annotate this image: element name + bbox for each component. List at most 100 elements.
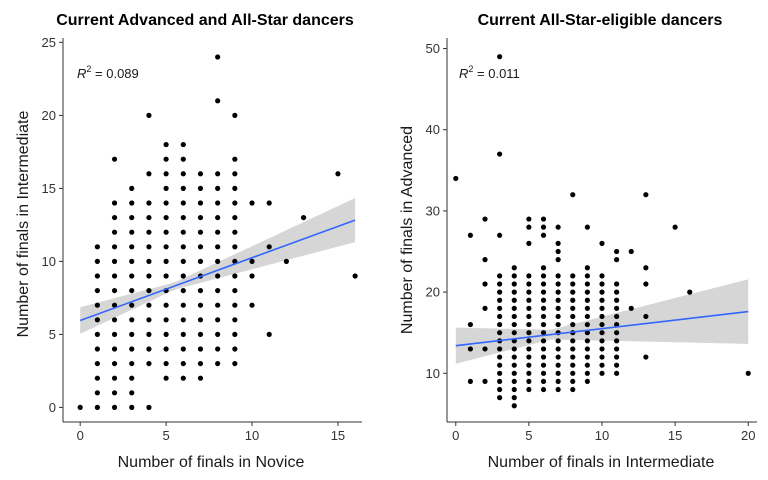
data-point [111, 331, 118, 337]
data-point [540, 305, 547, 311]
data-point [111, 390, 118, 396]
data-point [540, 313, 547, 320]
data-point [163, 229, 169, 235]
data-point [94, 331, 100, 337]
data-point [614, 362, 620, 368]
data-point [497, 289, 503, 295]
data-point [497, 273, 503, 279]
y-tick-label: 25 [42, 35, 56, 50]
data-point [180, 156, 186, 162]
data-point [497, 378, 503, 385]
data-point [146, 214, 152, 221]
data-point [526, 313, 532, 320]
data-point [215, 360, 221, 367]
data-point [526, 370, 532, 376]
data-point [180, 229, 186, 235]
data-point [249, 302, 255, 308]
data-point [482, 346, 488, 352]
data-point [584, 346, 590, 352]
data-point [163, 141, 169, 148]
data-point [614, 354, 620, 360]
data-point [614, 248, 620, 255]
data-point [555, 281, 561, 287]
data-point [146, 171, 152, 177]
data-point [94, 346, 100, 352]
data-point [232, 346, 238, 352]
data-point [540, 338, 547, 344]
data-point [584, 265, 590, 271]
data-point [555, 297, 561, 303]
data-point [94, 390, 100, 396]
data-point [511, 273, 517, 279]
data-point [232, 185, 238, 191]
data-point [482, 305, 488, 311]
data-point [482, 257, 488, 263]
data-point [570, 370, 576, 376]
data-point [215, 317, 221, 323]
data-point [180, 273, 186, 279]
y-tick-label: 5 [49, 327, 56, 342]
data-point [570, 281, 576, 287]
plot-area: 0 5 10 15 0 5 10 15 20 25 R2 = 0.089 [42, 35, 362, 443]
data-point [180, 360, 186, 367]
data-point [232, 287, 238, 294]
data-point [614, 370, 620, 376]
data-point [570, 338, 576, 344]
x-tick-label: 0 [77, 428, 84, 443]
data-point [197, 287, 204, 294]
data-point [555, 240, 561, 246]
data-point [146, 112, 152, 118]
data-point [129, 302, 135, 308]
data-point [555, 321, 561, 328]
data-point [215, 302, 221, 308]
data-point [511, 403, 517, 409]
regression-line [455, 310, 749, 347]
data-point [129, 287, 135, 294]
data-point [111, 404, 118, 410]
data-point [540, 273, 547, 279]
data-point [111, 375, 118, 381]
data-point [180, 200, 186, 206]
data-point [511, 395, 517, 401]
data-point [570, 321, 576, 328]
data-point [511, 386, 517, 393]
data-point [111, 360, 118, 367]
data-point [197, 185, 204, 191]
data-point [570, 378, 576, 385]
data-point [526, 378, 532, 385]
data-point [232, 171, 238, 177]
data-point [555, 354, 561, 360]
data-point [146, 317, 152, 323]
data-point [232, 214, 238, 221]
data-point [526, 305, 532, 311]
data-point [129, 258, 135, 264]
data-point [599, 338, 605, 344]
data-point [94, 317, 100, 323]
data-point [111, 273, 118, 279]
chart-title: Current Advanced and All-Star dancers [56, 12, 354, 29]
data-point [526, 386, 532, 393]
data-point [570, 297, 576, 303]
data-point [215, 331, 221, 337]
data-point [163, 185, 169, 191]
data-point [540, 289, 547, 295]
plot-area: 0 5 10 15 20 10 20 30 40 50 R2 = 0.011 [426, 38, 757, 443]
data-point [163, 214, 169, 221]
data-point [526, 273, 532, 279]
data-point [197, 229, 204, 235]
data-point [570, 192, 576, 198]
data-point [628, 248, 634, 255]
data-point [497, 151, 503, 157]
data-point [249, 200, 255, 206]
data-point [614, 305, 620, 311]
data-point [482, 281, 488, 287]
data-point [232, 112, 238, 118]
data-point [232, 317, 238, 323]
y-tick-label: 15 [42, 181, 56, 196]
data-point [283, 258, 289, 264]
data-point [129, 273, 135, 279]
data-point [163, 156, 169, 162]
data-point [129, 185, 135, 191]
data-point [180, 171, 186, 177]
data-point [163, 317, 169, 323]
